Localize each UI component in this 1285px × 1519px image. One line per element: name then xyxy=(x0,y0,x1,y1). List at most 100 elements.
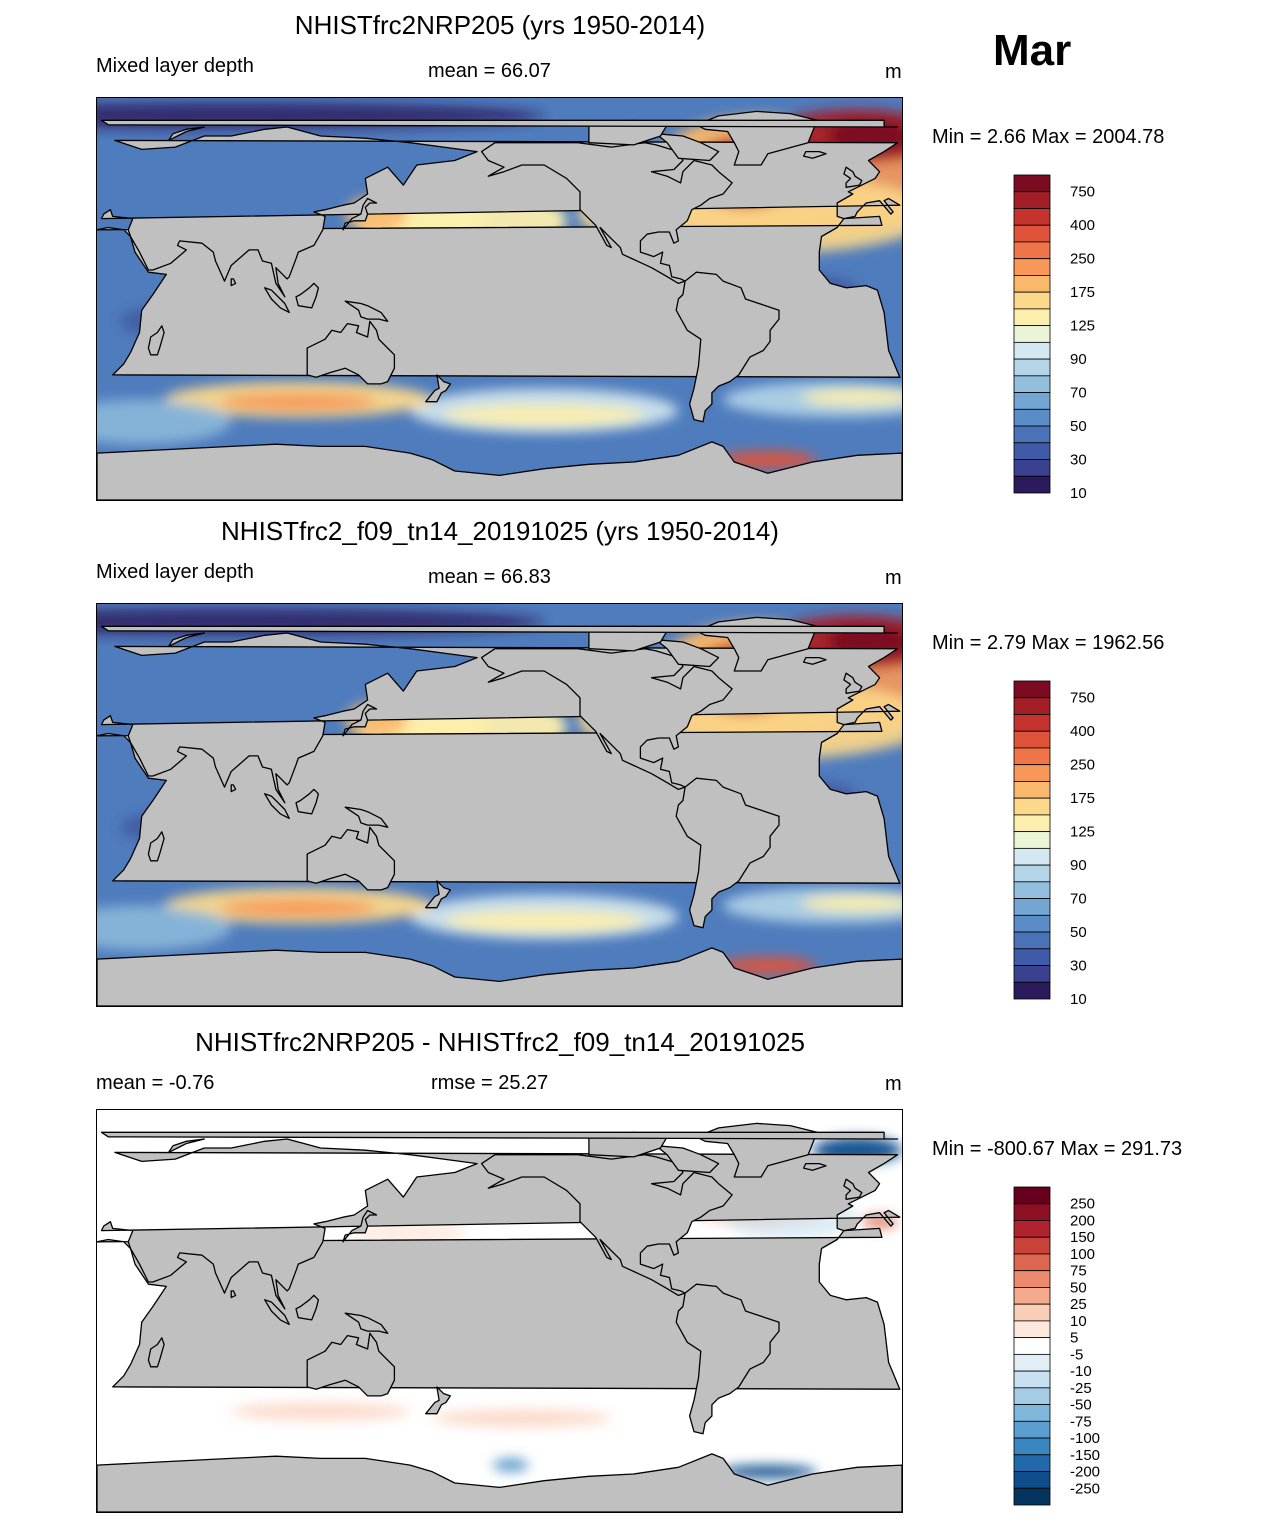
colorbar-swatch xyxy=(1013,459,1051,477)
colorbar-swatch xyxy=(1013,730,1051,749)
land-australia xyxy=(306,320,396,385)
field-patch xyxy=(443,403,645,427)
colorbar-swatch xyxy=(1013,224,1051,243)
colorbar-swatch xyxy=(1013,965,1051,983)
colorbar-swatch xyxy=(1013,1404,1051,1422)
land-newZealand xyxy=(425,374,451,403)
land-svalbard xyxy=(100,1131,899,1140)
panel-1-minmax: Min = 2.66 Max = 2004.78 xyxy=(932,126,1165,148)
colorbar-label: 50 xyxy=(1070,924,1087,941)
colorbar-label: 400 xyxy=(1070,217,1095,234)
colorbar-swatch xyxy=(1013,325,1051,343)
colorbar-swatch xyxy=(1013,898,1051,916)
land-ukIreland xyxy=(843,166,863,188)
colorbar-swatch xyxy=(1013,697,1051,715)
colorbar-swatch xyxy=(1013,442,1051,460)
colorbar-swatch xyxy=(1013,1253,1051,1272)
land-northAm xyxy=(480,1154,733,1297)
land-iceland xyxy=(802,1162,827,1171)
land-japan xyxy=(342,1209,378,1243)
colorbar-swatch xyxy=(1013,208,1051,226)
colorbar-swatch xyxy=(1013,358,1051,377)
colorbar-label: 25 xyxy=(1070,1296,1087,1313)
colorbar-swatch xyxy=(1013,747,1051,766)
land-madagascar xyxy=(147,1337,165,1368)
colorbar-swatch xyxy=(1013,881,1051,899)
land-baffin xyxy=(655,133,720,162)
colorbar-label: 175 xyxy=(1070,790,1095,807)
panel-3-title: NHISTfrc2NRP205 - NHISTfrc2_f09_tn14_201… xyxy=(195,1027,805,1057)
field-patch xyxy=(718,450,818,469)
colorbar-label: -100 xyxy=(1070,1430,1100,1447)
colorbar-swatch xyxy=(1013,375,1051,393)
colorbar-swatch xyxy=(1013,714,1051,732)
colorbar-label: 90 xyxy=(1070,351,1087,368)
colorbar-label: 10 xyxy=(1070,1313,1087,1330)
colorbar-swatch xyxy=(1013,1270,1051,1288)
colorbar-swatch xyxy=(1013,1387,1051,1405)
land-newGuinea xyxy=(344,300,389,322)
colorbar-label: 175 xyxy=(1070,284,1095,301)
colorbar-swatch xyxy=(1013,1454,1051,1472)
colorbar-label: 70 xyxy=(1070,891,1087,908)
land-southAm xyxy=(675,777,780,929)
colorbar-swatch xyxy=(1013,914,1051,933)
land-antarctica xyxy=(97,947,902,1006)
field-patch xyxy=(718,1465,818,1479)
colorbar-swatch xyxy=(1013,291,1051,310)
month-label: Mar xyxy=(993,26,1072,75)
land-sumatra xyxy=(264,1299,290,1326)
field-patch xyxy=(443,909,645,933)
land-novaya xyxy=(167,632,205,648)
colorbar-swatch xyxy=(1013,1487,1051,1506)
colorbar-label: 70 xyxy=(1070,385,1087,402)
colorbar-swatch xyxy=(1013,814,1051,833)
field-patch xyxy=(219,898,377,917)
colorbar-swatch xyxy=(1013,1471,1051,1489)
colorbar-label: -5 xyxy=(1070,1346,1083,1363)
colorbar-swatch xyxy=(1013,1236,1051,1255)
colorbar-swatch xyxy=(1013,847,1051,866)
colorbar-label: 10 xyxy=(1070,991,1087,1008)
colorbar-swatch xyxy=(1013,408,1051,427)
colorbar-label: 750 xyxy=(1070,184,1095,201)
colorbar-swatch xyxy=(1013,1420,1051,1439)
land-svalbard xyxy=(100,625,899,634)
land-sumatra xyxy=(264,793,290,820)
colorbar-label: 125 xyxy=(1070,824,1095,841)
colorbar-swatch xyxy=(1013,864,1051,883)
land-iceland xyxy=(802,150,827,159)
land-northAm xyxy=(480,648,733,791)
field-patch xyxy=(97,905,232,951)
panel-1-left-label: Mixed layer depth xyxy=(96,55,254,77)
colorbar-swatch xyxy=(1013,1203,1051,1221)
colorbar-label: 250 xyxy=(1070,251,1095,268)
panel-1-colorbar: 750 400 250 175 125 90 70 50 30 10 xyxy=(1013,174,1134,502)
panel-2-mean-label: mean = 66.83 xyxy=(428,566,551,588)
colorbar-label: 75 xyxy=(1070,1263,1087,1280)
land-borneo xyxy=(295,282,320,309)
land-baffin xyxy=(655,1145,720,1174)
colorbar-label: -150 xyxy=(1070,1447,1100,1464)
colorbar-label: -200 xyxy=(1070,1464,1100,1481)
land-japan xyxy=(342,197,378,231)
colorbar-swatch xyxy=(1013,392,1051,410)
colorbar-label: 125 xyxy=(1070,318,1095,335)
colorbar-swatch xyxy=(1013,475,1051,494)
colorbar-swatch xyxy=(1013,1370,1051,1389)
colorbar-label: 250 xyxy=(1070,757,1095,774)
colorbar-swatch xyxy=(1013,981,1051,1000)
panel-3-minmax: Min = -800.67 Max = 291.73 xyxy=(932,1138,1183,1160)
colorbar-label: 10 xyxy=(1070,485,1087,502)
colorbar-label: -250 xyxy=(1070,1480,1100,1497)
colorbar-swatch xyxy=(1013,1320,1051,1339)
land-southAm xyxy=(675,1283,780,1435)
land-sriLanka xyxy=(230,278,237,287)
land-northAm xyxy=(480,142,733,285)
land-novaya xyxy=(167,1138,205,1154)
colorbar-swatch xyxy=(1013,1353,1051,1372)
colorbar-label: 750 xyxy=(1070,690,1095,707)
colorbar-swatch xyxy=(1013,1220,1051,1238)
colorbar-swatch xyxy=(1013,1287,1051,1305)
colorbar-swatch xyxy=(1013,241,1051,260)
